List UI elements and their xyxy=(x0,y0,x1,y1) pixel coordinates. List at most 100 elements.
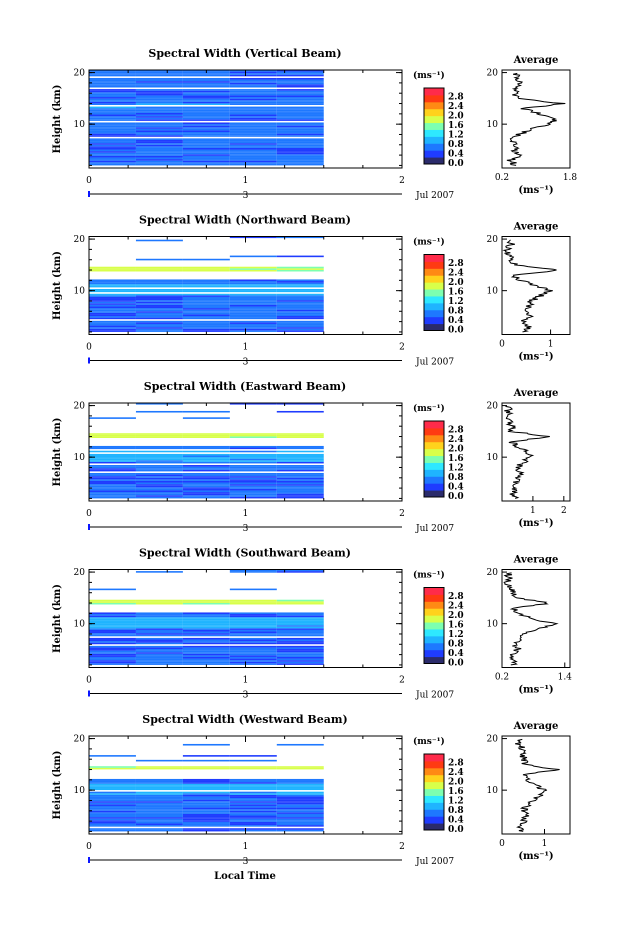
heatmap-cell xyxy=(276,119,324,121)
heatmap-cell xyxy=(182,84,230,86)
heatmap-cell xyxy=(229,460,277,462)
colorbar-tick-label: 2.4 xyxy=(448,435,464,445)
heatmap-cell xyxy=(89,160,136,163)
heatmap-cell xyxy=(89,285,136,288)
heatmap-cell xyxy=(135,293,183,296)
heatmap-cell xyxy=(276,84,324,86)
heatmap-cell xyxy=(276,288,324,291)
heatmap-cell xyxy=(276,141,324,144)
y-tick-label: 20 xyxy=(74,235,86,245)
heatmap-cell xyxy=(135,325,183,328)
avg-x-tick-label: 1 xyxy=(548,340,554,350)
heatmap-cell xyxy=(135,81,183,83)
heatmap-cell xyxy=(276,778,324,781)
colorbar-swatch xyxy=(424,483,444,491)
heatmap-cell xyxy=(135,306,183,309)
heatmap-cell xyxy=(182,163,230,166)
heatmap-cell xyxy=(182,804,230,806)
heatmap-cell xyxy=(135,472,183,475)
heatmap-cell xyxy=(182,818,230,821)
heatmap-cell xyxy=(229,623,277,626)
heatmap-cell xyxy=(135,458,183,461)
heatmap-cell xyxy=(135,778,183,781)
heatmap-cell xyxy=(276,485,324,488)
heatmap-cell xyxy=(182,815,230,818)
heatmap-cell xyxy=(182,653,230,656)
heatmap-cell xyxy=(135,151,183,153)
heatmap-cell xyxy=(89,655,136,657)
colorbar-tick-label: 2.0 xyxy=(448,778,464,788)
heatmap-cell xyxy=(182,458,230,461)
heatmap-cell xyxy=(89,92,136,94)
heatmap-cell xyxy=(135,127,183,129)
colorbar-swatch xyxy=(424,309,444,318)
heatmap-cell xyxy=(229,103,277,105)
heatmap-cell xyxy=(229,658,277,661)
heatmap-cell xyxy=(135,493,183,496)
heatmap-cell xyxy=(276,466,324,469)
heatmap-cell xyxy=(229,786,277,789)
heatmap-cell xyxy=(229,485,277,488)
heatmap-cell xyxy=(182,460,230,462)
heatmap-cell xyxy=(135,314,183,317)
colorbar-swatch xyxy=(424,635,444,644)
heatmap-cell xyxy=(135,300,183,302)
colorbar-swatch xyxy=(424,108,444,117)
heatmap-cell xyxy=(276,805,324,808)
heatmap-cell xyxy=(89,434,136,437)
heatmap-cell xyxy=(276,79,324,82)
heatmap-cell xyxy=(89,828,136,830)
heatmap-cell xyxy=(229,285,277,288)
heatmap-cell xyxy=(182,279,230,282)
heatmap-cell xyxy=(182,631,230,634)
heatmap-cell xyxy=(229,301,277,304)
heatmap-cell xyxy=(182,125,230,128)
heatmap-cell xyxy=(182,285,230,288)
heatmap-cell xyxy=(89,327,136,329)
heatmap-cell xyxy=(182,417,230,419)
heatmap-cell xyxy=(89,155,136,158)
heatmap-cell xyxy=(276,155,324,158)
colorbar-unit: (ms⁻¹) xyxy=(413,570,445,581)
heatmap-cell xyxy=(182,767,230,770)
heatmap-cell xyxy=(229,647,277,650)
avg-x-tick-label: 1 xyxy=(542,839,548,849)
heatmap-cell xyxy=(135,266,183,269)
heatmap-cell xyxy=(135,308,183,310)
heatmap-cell xyxy=(89,293,136,296)
heatmap-cell xyxy=(276,460,324,462)
heatmap-cell xyxy=(89,820,136,822)
heatmap-cell xyxy=(89,634,136,637)
heatmap-cell xyxy=(89,77,136,80)
heatmap-cell xyxy=(229,109,277,112)
heatmap-cell xyxy=(89,650,136,653)
heatmap-cell xyxy=(89,139,136,142)
heatmap-cell xyxy=(276,74,324,77)
heatmap-cell xyxy=(276,296,324,299)
heatmap-cell xyxy=(229,314,277,317)
heatmap-cell xyxy=(89,480,136,483)
heatmap-cell xyxy=(89,588,136,591)
heatmap-cell xyxy=(276,101,324,104)
heatmap-cell xyxy=(229,147,277,150)
heatmap-cell xyxy=(135,101,183,104)
heatmap-cell xyxy=(229,139,277,142)
heatmap-cell xyxy=(276,656,324,659)
heatmap-cell xyxy=(276,85,324,88)
heatmap-cell xyxy=(135,637,183,640)
heatmap-cell xyxy=(182,650,230,653)
heatmap-cell xyxy=(135,805,183,808)
colorbar-swatch xyxy=(424,622,444,630)
heatmap-cell xyxy=(276,804,324,806)
heatmap-cell xyxy=(276,445,324,448)
heatmap xyxy=(89,743,324,832)
heatmap-cell xyxy=(276,117,324,120)
heatmap-cell xyxy=(89,328,136,331)
heatmap-cell xyxy=(135,823,183,826)
colorbar-swatch xyxy=(424,455,444,463)
heatmap-cell xyxy=(276,127,324,129)
heatmap-cell xyxy=(276,472,324,475)
heatmap-cell xyxy=(135,495,183,497)
heatmap-cell xyxy=(229,268,277,270)
heatmap-cell xyxy=(276,482,324,485)
